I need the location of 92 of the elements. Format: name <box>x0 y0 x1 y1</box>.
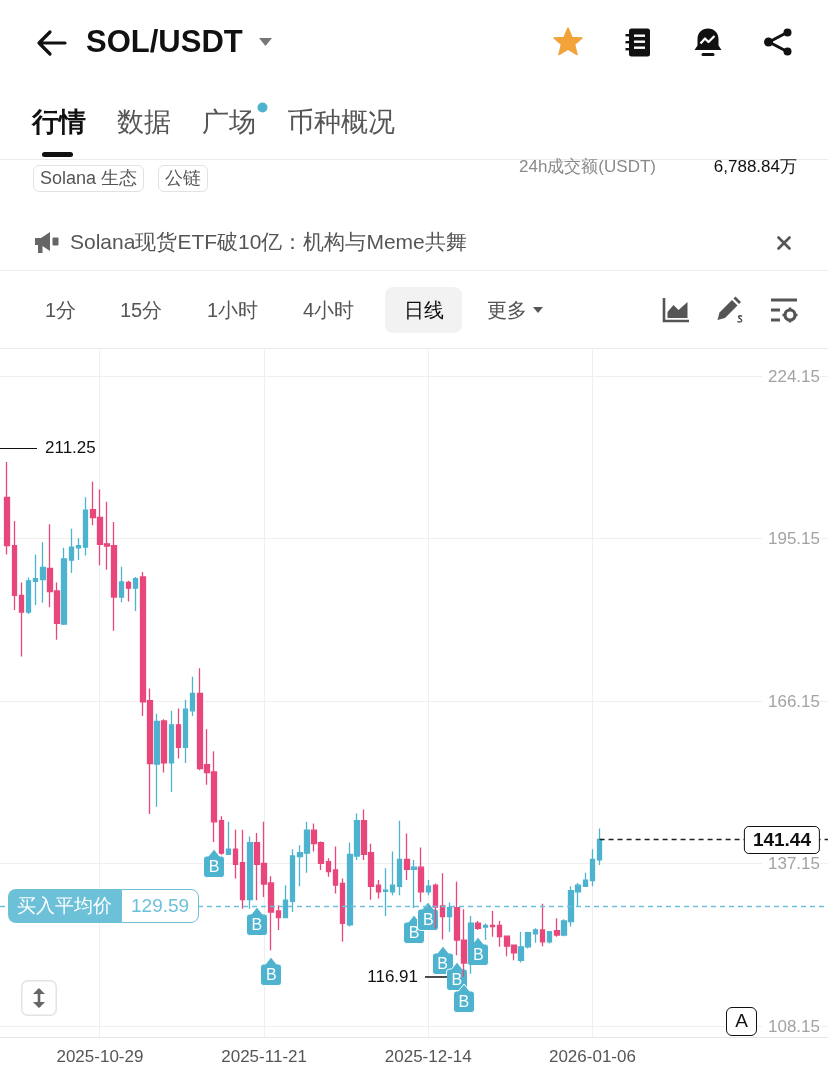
y-tick-label: 166.15 <box>768 691 820 711</box>
text: 币种概况 <box>287 106 395 139</box>
text: 更多 <box>487 299 527 321</box>
candlestick <box>11 520 18 611</box>
text: 行情 <box>32 106 86 139</box>
x-tick-label: 2026-01-06 <box>548 1047 636 1066</box>
candlestick <box>325 857 332 878</box>
candlestick <box>539 902 546 947</box>
candlestick <box>218 815 225 856</box>
text: Solana现货ETF破10亿：机构与Meme共舞 <box>70 229 467 255</box>
annotation: B <box>437 954 448 975</box>
candlestick <box>375 879 382 900</box>
candlestick <box>396 820 403 896</box>
candlestick <box>382 867 389 917</box>
candlestick <box>425 879 432 896</box>
chart-title: SOL/USDT <box>86 24 243 59</box>
candlestick <box>489 910 496 938</box>
candlestick <box>389 850 396 896</box>
candlestick <box>246 835 254 910</box>
text: 广场 <box>202 107 256 137</box>
candlestick <box>239 829 246 910</box>
annotation: B <box>451 970 463 991</box>
candlestick <box>60 547 68 626</box>
candlestick <box>582 872 589 888</box>
text: 15分 <box>120 298 163 323</box>
candlestick <box>289 848 296 913</box>
candlestick <box>168 710 175 793</box>
candlestick <box>82 496 89 557</box>
text: 6,788.84万 <box>713 156 797 178</box>
text: 1分 <box>45 298 77 323</box>
candlestick <box>3 461 11 556</box>
candlestick <box>474 920 482 931</box>
candlestick <box>403 832 411 881</box>
candlestick <box>75 537 82 561</box>
candlestick <box>182 699 189 764</box>
candlestick <box>68 528 75 574</box>
candlestick <box>596 827 603 866</box>
candlestick <box>18 581 25 658</box>
text: 24h成交额(USDT) <box>519 156 656 178</box>
text: 4小时 <box>303 298 355 323</box>
candlestick <box>410 859 418 909</box>
text: 1小时 <box>207 298 259 323</box>
x-tick-label: 2025-10-29 <box>56 1047 144 1066</box>
annotation: 211.25 <box>45 437 96 459</box>
text: 公链 <box>158 165 208 192</box>
text: 数据 <box>117 106 171 139</box>
candlestick <box>553 917 561 938</box>
annotation: A <box>726 1007 757 1036</box>
candlestick <box>32 553 39 606</box>
candlestick <box>153 713 161 808</box>
candlestick <box>446 901 453 933</box>
x-tick-label: 2025-11-21 <box>221 1047 307 1066</box>
candlestick <box>339 877 346 943</box>
annotation: B <box>251 915 263 936</box>
candlestick <box>282 884 289 919</box>
candlestick <box>160 718 168 774</box>
candlestick <box>332 845 339 895</box>
x-tick-label: 2025-12-14 <box>384 1047 472 1066</box>
candlestick <box>39 541 47 604</box>
candlestick <box>175 707 182 760</box>
candlestick <box>546 930 553 945</box>
candlestick <box>532 927 539 944</box>
candlestick <box>225 821 232 856</box>
candlestick <box>439 872 446 941</box>
annotation: B <box>408 923 420 944</box>
candlestick <box>275 904 282 931</box>
text: Solana 生态 <box>33 165 145 192</box>
candlestick <box>432 882 439 929</box>
annotation: B <box>208 856 220 877</box>
y-tick-label: 224.15 <box>768 366 820 386</box>
candlestick <box>189 676 196 717</box>
annotation: B <box>472 944 484 965</box>
ref-line-label: 141.44 <box>743 825 820 854</box>
annotation: B <box>422 910 434 931</box>
ref-line-label: 买入平均价 129.59 <box>16 893 191 918</box>
annotation: 116.91 <box>367 967 418 987</box>
candlestick <box>118 566 125 603</box>
candlestick <box>232 829 239 880</box>
candlestick <box>496 920 503 948</box>
candlestick <box>482 922 489 941</box>
candlestick <box>25 576 32 615</box>
text: 日线 <box>402 298 445 323</box>
annotation: B <box>458 991 470 1012</box>
candlestick <box>589 848 596 887</box>
candlestick <box>467 915 475 975</box>
y-tick-label: 137.15 <box>768 854 820 874</box>
y-tick-label: 108.15 <box>768 1016 820 1036</box>
candlestick <box>417 846 425 903</box>
y-tick-label: 195.15 <box>768 529 820 549</box>
candlestick <box>125 580 132 603</box>
candlestick <box>132 576 139 612</box>
annotation: B <box>265 965 277 986</box>
